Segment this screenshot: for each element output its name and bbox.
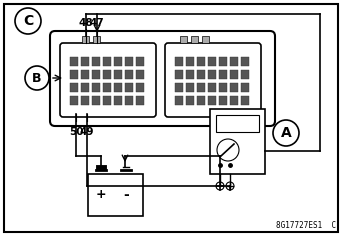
Bar xyxy=(81,70,89,79)
Text: B: B xyxy=(32,72,42,84)
Bar xyxy=(114,96,122,105)
Bar xyxy=(197,70,205,79)
Bar xyxy=(197,57,205,66)
Text: +: + xyxy=(96,189,106,202)
Bar xyxy=(230,57,238,66)
Bar xyxy=(70,57,78,66)
Bar xyxy=(197,96,205,105)
Circle shape xyxy=(217,139,239,161)
Text: 8G17727ES1  C: 8G17727ES1 C xyxy=(276,221,336,230)
Bar xyxy=(180,36,187,43)
Bar xyxy=(70,70,78,79)
Text: -: - xyxy=(123,188,129,202)
Bar xyxy=(202,36,209,43)
Bar xyxy=(208,70,216,79)
Bar xyxy=(241,83,249,92)
Bar xyxy=(230,70,238,79)
Bar xyxy=(136,96,144,105)
Bar xyxy=(82,36,89,43)
Bar xyxy=(241,96,249,105)
Bar xyxy=(103,70,111,79)
Bar xyxy=(230,83,238,92)
Bar xyxy=(103,57,111,66)
Bar xyxy=(125,57,133,66)
Bar xyxy=(92,70,100,79)
Bar xyxy=(114,83,122,92)
Bar xyxy=(241,57,249,66)
Text: C: C xyxy=(23,14,33,28)
Bar xyxy=(219,70,227,79)
Bar xyxy=(103,96,111,105)
FancyBboxPatch shape xyxy=(50,31,275,126)
Circle shape xyxy=(25,66,49,90)
Bar xyxy=(219,57,227,66)
Bar xyxy=(186,57,194,66)
Bar xyxy=(125,70,133,79)
Bar xyxy=(92,57,100,66)
Bar xyxy=(219,96,227,105)
Bar xyxy=(92,96,100,105)
Text: A: A xyxy=(281,126,291,140)
Bar xyxy=(208,96,216,105)
Bar xyxy=(216,115,259,132)
Bar xyxy=(210,109,265,174)
Bar xyxy=(175,96,183,105)
Bar xyxy=(103,83,111,92)
Bar xyxy=(241,70,249,79)
Bar xyxy=(136,83,144,92)
Bar xyxy=(230,96,238,105)
Bar xyxy=(81,96,89,105)
Bar xyxy=(219,83,227,92)
Bar xyxy=(114,57,122,66)
Text: 50: 50 xyxy=(69,127,83,137)
Bar xyxy=(81,83,89,92)
Bar xyxy=(186,70,194,79)
Bar xyxy=(186,83,194,92)
Text: 47: 47 xyxy=(90,18,104,28)
Bar xyxy=(186,96,194,105)
Bar xyxy=(197,83,205,92)
Bar xyxy=(175,70,183,79)
Circle shape xyxy=(273,120,299,146)
FancyBboxPatch shape xyxy=(60,43,156,117)
Bar xyxy=(208,83,216,92)
Bar xyxy=(136,57,144,66)
Bar xyxy=(125,96,133,105)
Text: 49: 49 xyxy=(80,127,94,137)
Bar xyxy=(125,83,133,92)
Bar xyxy=(88,174,143,216)
Bar xyxy=(81,57,89,66)
Bar xyxy=(70,83,78,92)
Bar xyxy=(175,57,183,66)
Bar xyxy=(136,70,144,79)
Bar xyxy=(175,83,183,92)
Bar xyxy=(191,36,198,43)
Circle shape xyxy=(15,8,41,34)
Bar xyxy=(208,57,216,66)
Text: 48: 48 xyxy=(79,18,93,28)
Bar xyxy=(70,96,78,105)
Bar xyxy=(114,70,122,79)
FancyBboxPatch shape xyxy=(165,43,261,117)
Bar xyxy=(93,36,100,43)
Bar xyxy=(92,83,100,92)
